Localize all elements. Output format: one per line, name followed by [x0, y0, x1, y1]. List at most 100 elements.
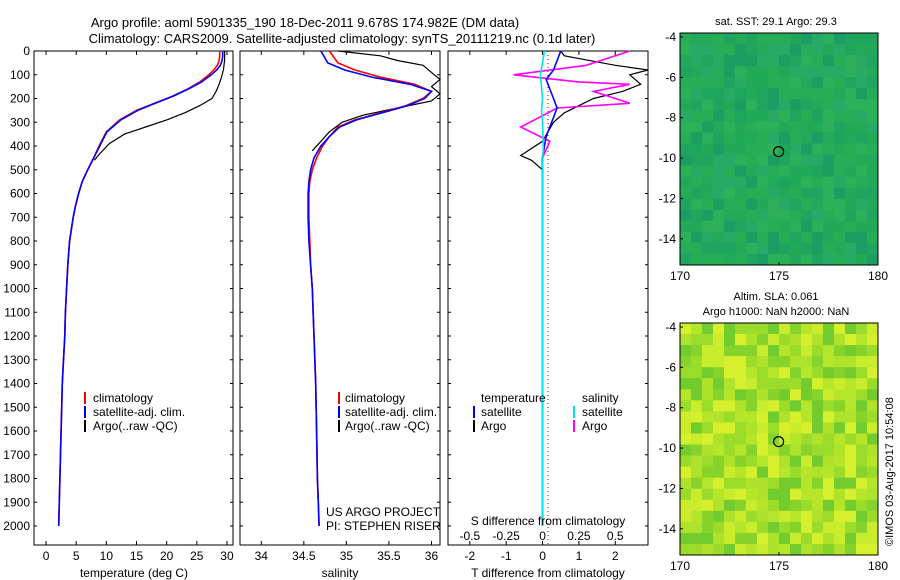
map-cell — [845, 422, 857, 434]
map-cell — [724, 334, 736, 346]
map-cell — [867, 499, 879, 512]
map-cell — [680, 209, 692, 222]
map-cell — [768, 209, 780, 222]
map-cell — [735, 33, 747, 45]
map-cell — [691, 176, 703, 189]
sst-map-panel: sat. SST: 29.1 Argo: 29.3 170 175 180 -4 -6 -… — [659, 16, 889, 283]
map-cell — [768, 99, 780, 111]
depth-tick-label: 1300 — [3, 353, 30, 367]
map-cell — [746, 209, 758, 222]
map-cell — [834, 389, 846, 401]
map-cell — [845, 544, 857, 556]
map-cell — [801, 378, 813, 390]
map-cell — [680, 521, 692, 534]
map-cell — [779, 33, 791, 45]
map-cell — [856, 143, 868, 155]
map-cell — [724, 422, 736, 434]
depth-tick-label: 900 — [10, 258, 30, 272]
map-cell — [702, 132, 714, 144]
map-y-tick-label: -12 — [659, 191, 677, 205]
map-cell — [790, 154, 802, 166]
map-cell — [768, 455, 780, 468]
map-cell — [845, 220, 857, 233]
map-cell — [680, 44, 692, 56]
map-cell — [757, 488, 769, 501]
map-cell — [779, 422, 791, 434]
map-cell — [856, 220, 868, 233]
depth-tick-label: 2000 — [3, 519, 30, 533]
map-cell — [823, 532, 835, 545]
map-cell — [779, 55, 791, 67]
map-cell — [779, 411, 791, 423]
map-cell — [702, 411, 714, 423]
map-cell — [735, 154, 747, 166]
map-cell — [757, 345, 769, 357]
map-cell — [790, 231, 802, 244]
map-cell — [867, 433, 879, 445]
map-cell — [735, 209, 747, 222]
map-cell — [713, 220, 725, 233]
map-cell — [790, 510, 802, 523]
series-line-climatology — [57, 51, 221, 527]
map-cell — [757, 33, 769, 45]
map-cell — [713, 323, 725, 335]
map-cell — [845, 121, 857, 133]
map-cell — [823, 66, 835, 78]
map-cell — [856, 400, 868, 412]
map-cell — [691, 220, 703, 233]
map-cell — [790, 33, 802, 45]
map-cell — [856, 254, 868, 266]
map-cell — [746, 231, 758, 244]
map-cell — [680, 231, 692, 244]
map-cell — [735, 165, 747, 178]
map-cell — [746, 389, 758, 401]
map-cell — [702, 110, 714, 122]
map-cell — [680, 77, 692, 89]
map-cell — [735, 521, 747, 534]
map-cell — [823, 510, 835, 523]
map-cell — [757, 378, 769, 390]
map-cell — [757, 99, 769, 111]
map-cell — [823, 254, 835, 266]
map-cell — [724, 378, 736, 390]
map-cell — [801, 544, 813, 556]
map-cell — [680, 345, 692, 357]
depth-tick-label: 1700 — [3, 448, 30, 462]
map-cell — [680, 544, 692, 556]
map-cell — [768, 44, 780, 56]
map-cell — [856, 88, 868, 100]
map-cell — [845, 88, 857, 100]
map-cell — [746, 532, 758, 545]
legend-satellite-label: satellite-adj. clim. — [93, 405, 185, 419]
map-cell — [790, 209, 802, 222]
map-cell — [768, 499, 780, 512]
map-cell — [680, 165, 692, 178]
map-cell — [713, 367, 725, 379]
map-y-tick-label: -8 — [665, 401, 676, 415]
map-cell — [768, 66, 780, 78]
map-cell — [845, 187, 857, 200]
map-cell — [757, 176, 769, 189]
map-cell — [757, 66, 769, 78]
map-cell — [867, 165, 879, 178]
legend-climatology-label: climatology — [345, 391, 405, 405]
map-cell — [680, 176, 692, 189]
map-y-tick-label: -6 — [665, 360, 676, 374]
x-tick-label: -1 — [501, 549, 512, 563]
map-cell — [779, 400, 791, 412]
map-cell — [812, 389, 824, 401]
map-cell — [790, 532, 802, 545]
map-cell — [834, 187, 846, 200]
map-cell — [757, 187, 769, 200]
map-cell — [702, 334, 714, 346]
map-cell — [680, 132, 692, 144]
map-cell — [757, 444, 769, 456]
map-cell — [812, 521, 824, 534]
map-cell — [691, 544, 703, 556]
map-cell — [691, 367, 703, 379]
map-cell — [812, 99, 824, 111]
map-cell — [867, 187, 879, 200]
map-cell — [724, 466, 736, 479]
map-cell — [724, 356, 736, 368]
map-cell — [691, 411, 703, 423]
